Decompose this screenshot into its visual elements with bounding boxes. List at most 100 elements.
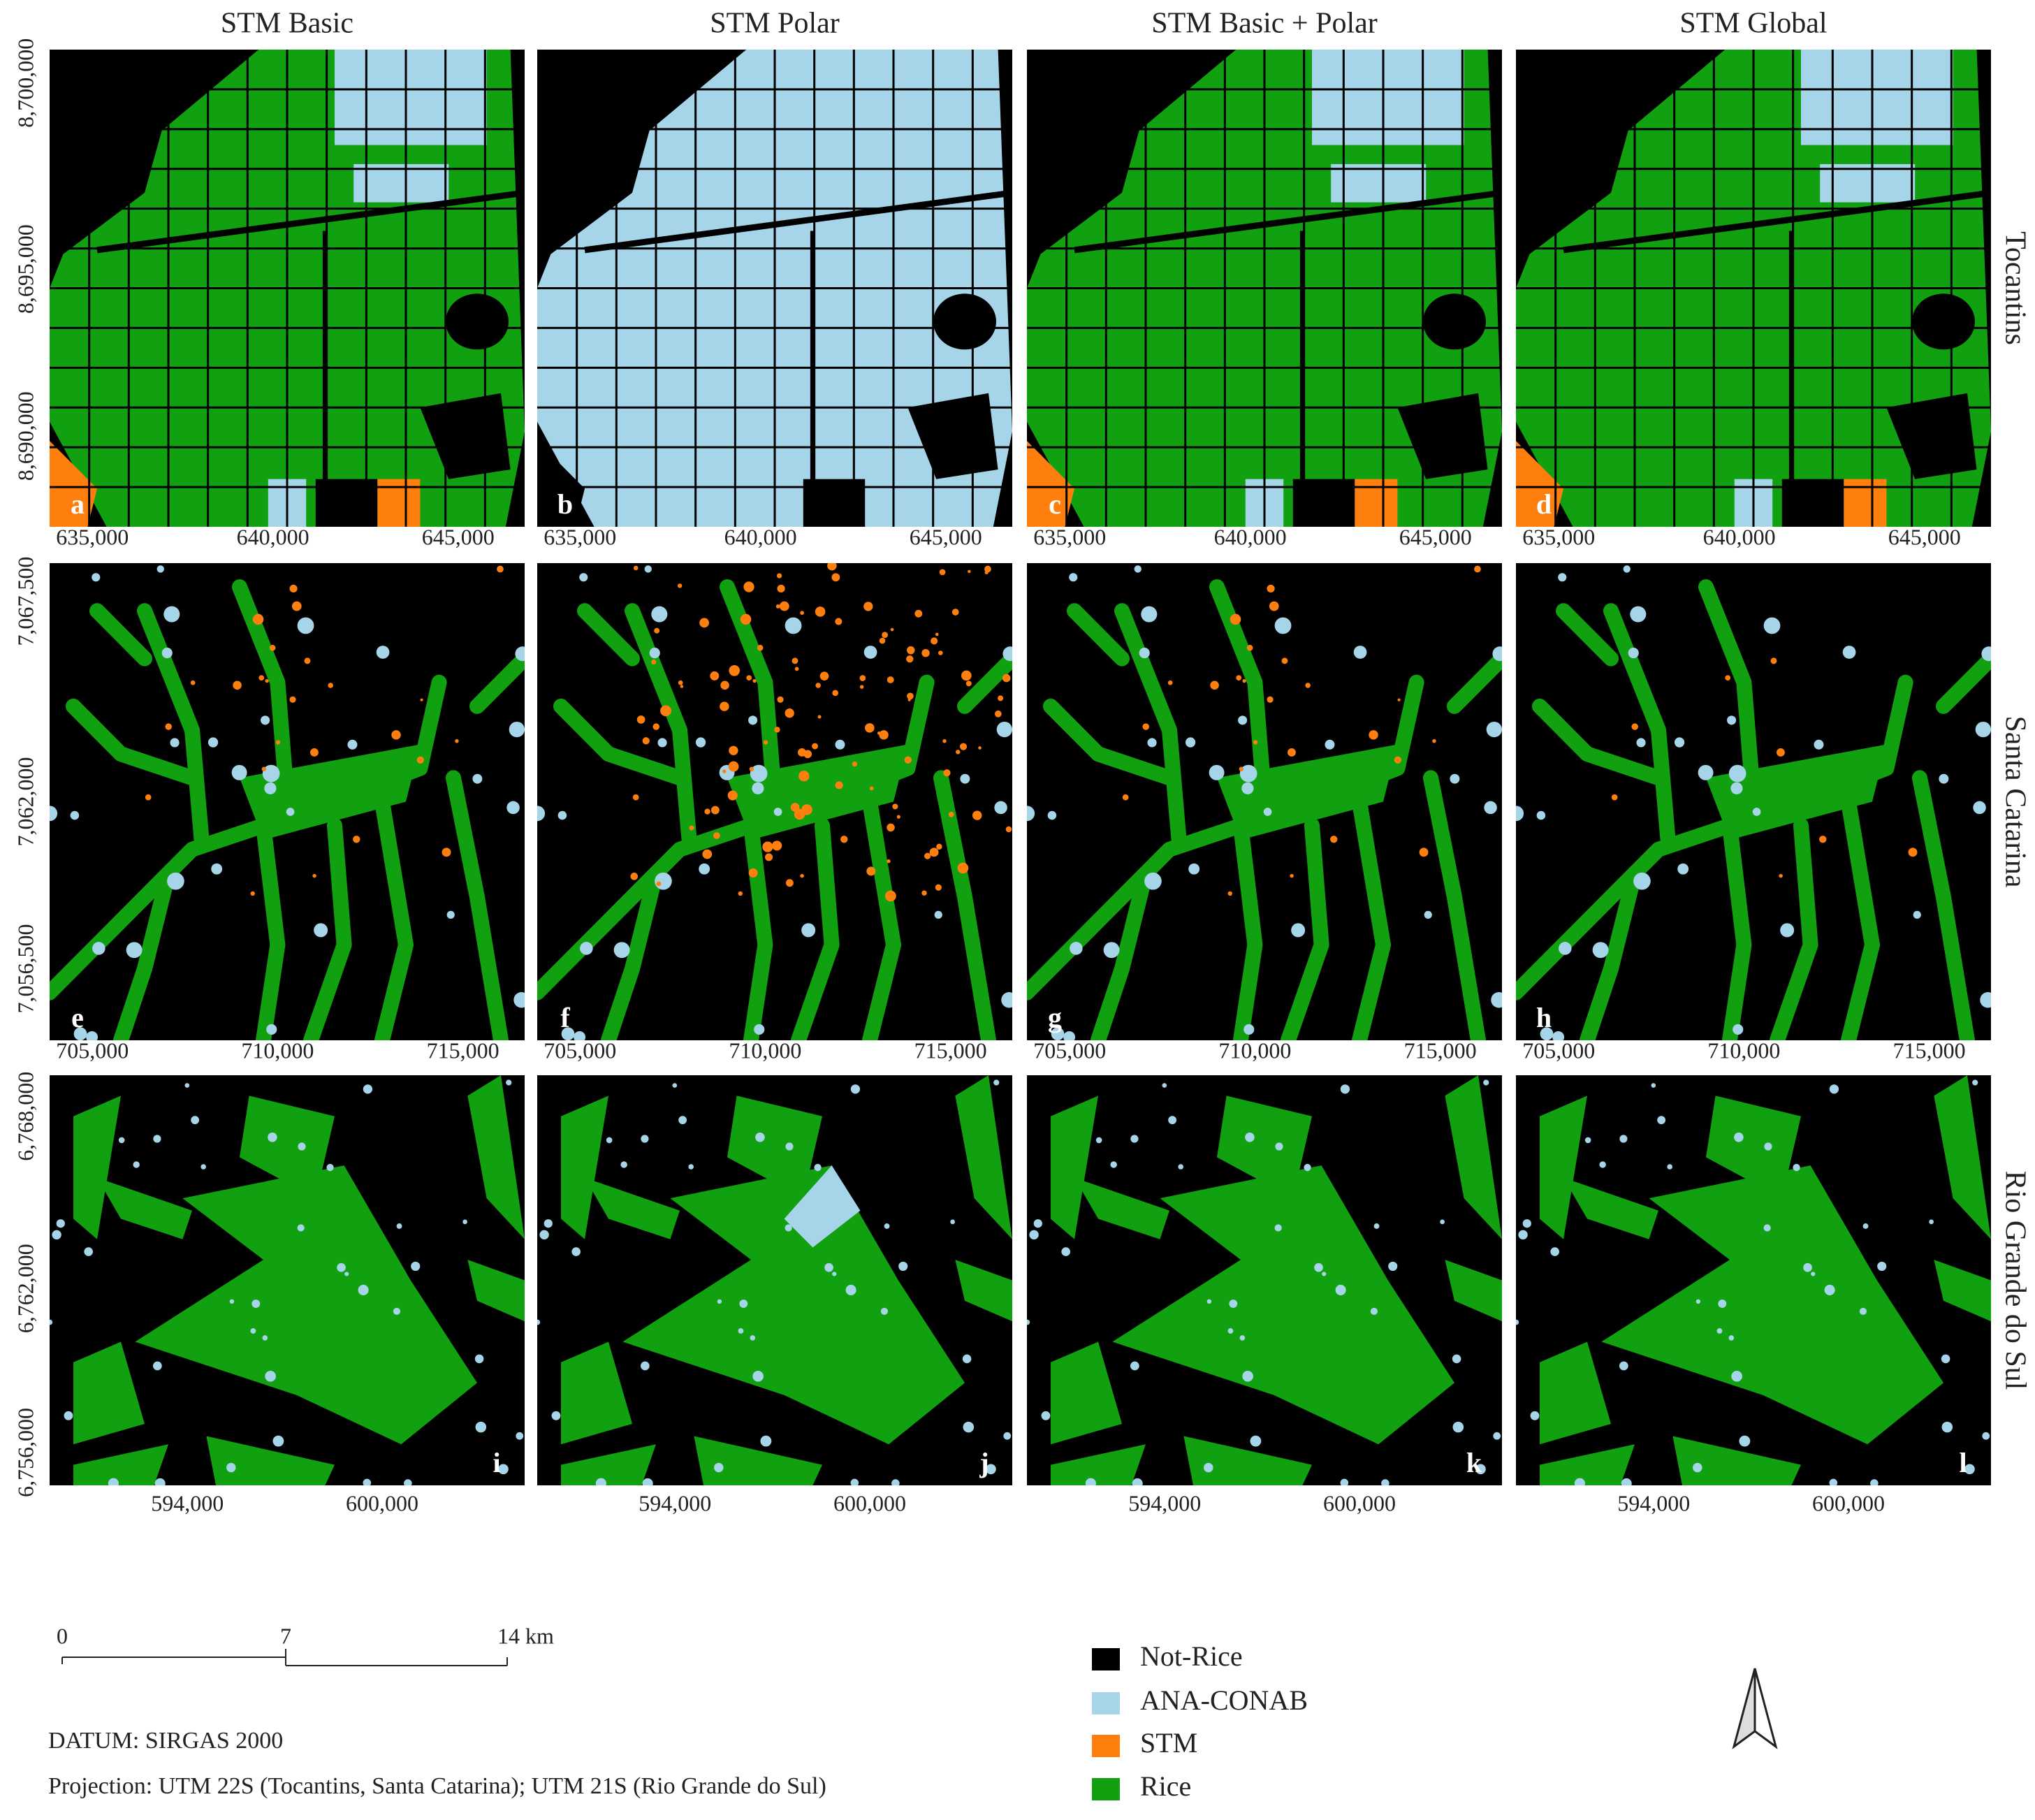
stm-area <box>892 803 898 810</box>
map-panel: i <box>50 1075 525 1485</box>
reference-area <box>898 1261 908 1271</box>
scale-label: 14 km <box>497 1623 554 1648</box>
map-panel: c <box>1027 50 1502 527</box>
reference-area <box>993 1079 1000 1086</box>
reference-area <box>649 648 660 659</box>
rice-area <box>561 1444 656 1485</box>
rice-area <box>1722 817 1752 1040</box>
reference-area <box>358 1284 369 1295</box>
reference-area <box>56 1219 65 1228</box>
reference-area <box>1209 764 1225 780</box>
reference-area <box>1559 942 1572 955</box>
stm-area <box>882 632 889 639</box>
stm-area <box>935 632 939 636</box>
reference-area <box>347 739 358 750</box>
reference-area <box>835 739 845 750</box>
map-layer <box>1516 1075 1991 1485</box>
stm-area <box>1819 836 1827 843</box>
stm-area <box>792 657 798 664</box>
reference-area <box>475 1421 487 1433</box>
stm-area <box>907 692 914 700</box>
water <box>420 393 511 479</box>
reference-area <box>1829 1084 1839 1094</box>
reference-area <box>363 1478 372 1485</box>
stm-area <box>1269 601 1279 611</box>
map-panel: k <box>1027 1075 1502 1485</box>
reference-area <box>344 1272 349 1276</box>
panel-letter: i <box>493 1447 500 1478</box>
reference-area <box>750 764 768 782</box>
stm-area <box>1242 678 1246 683</box>
stm-area <box>866 866 876 876</box>
reference-area <box>272 1435 284 1447</box>
reference-area <box>1558 573 1567 582</box>
stm-area <box>1611 794 1618 801</box>
stm-area <box>1005 826 1012 833</box>
reference-area <box>738 1328 744 1334</box>
reference-area <box>1475 1464 1486 1475</box>
lake <box>446 293 509 350</box>
reference-area <box>561 1027 575 1040</box>
x-tick-label: 715,000 <box>914 1038 987 1063</box>
x-tick-label: 594,000 <box>639 1490 711 1515</box>
reference-area <box>506 1079 512 1086</box>
reference-area <box>863 646 877 659</box>
rice-area <box>240 744 421 840</box>
reference-area <box>1424 910 1432 919</box>
reference-area <box>474 1354 484 1364</box>
reference-area <box>655 872 672 890</box>
stm-area <box>651 659 657 664</box>
reference-area <box>1168 1116 1177 1125</box>
stm-area <box>840 836 848 843</box>
reference-area <box>261 715 270 725</box>
reference-area <box>1027 806 1035 822</box>
stm-area <box>965 680 972 687</box>
reference-area <box>1238 715 1248 725</box>
rice-area <box>1423 770 1486 1040</box>
reference-area <box>1728 1335 1735 1341</box>
stm-area <box>497 565 504 573</box>
reference-area <box>620 1161 627 1168</box>
stm-area <box>803 750 812 759</box>
reference-area <box>1070 942 1083 955</box>
rice-area <box>113 865 176 1040</box>
rice-area <box>1603 603 1676 848</box>
rice-area <box>694 1436 822 1485</box>
reference-area <box>1206 1299 1212 1304</box>
reference-area <box>1312 50 1464 145</box>
scale-label: 0 <box>57 1623 68 1648</box>
rice-area <box>97 1177 192 1239</box>
reference-area <box>1452 1421 1464 1433</box>
rice-area <box>467 1075 525 1239</box>
stm-area <box>1330 836 1338 843</box>
reference-area <box>571 1247 581 1256</box>
reference-area <box>1592 942 1609 959</box>
reference-area <box>1493 1432 1501 1440</box>
stm-area <box>165 723 172 730</box>
reference-area <box>1621 1478 1632 1485</box>
reference-area <box>1085 1478 1097 1485</box>
stm-area <box>738 891 743 896</box>
rice-area <box>1112 1165 1454 1445</box>
reference-area <box>1139 648 1150 659</box>
stm-area <box>261 766 267 771</box>
reference-area <box>537 806 546 822</box>
datum: DATUM: SIRGAS 2000 <box>48 1728 283 1754</box>
x-tick-label: 594,000 <box>151 1490 224 1515</box>
stm-area <box>785 708 794 718</box>
stm-area <box>914 609 923 618</box>
stm-area <box>765 853 773 861</box>
reference-area <box>1388 1261 1398 1271</box>
reference-area <box>1870 1479 1879 1485</box>
stm-area <box>1394 756 1401 764</box>
reference-area <box>1651 1083 1656 1088</box>
field-block <box>315 479 378 527</box>
stm-area <box>289 584 298 593</box>
x-tick-label: 600,000 <box>1812 1490 1885 1515</box>
map-layer <box>537 50 1012 527</box>
stm-area <box>289 696 296 703</box>
reference-area <box>411 1261 421 1271</box>
reference-area <box>1657 1116 1666 1125</box>
stm-area <box>1227 891 1232 896</box>
reference-area <box>108 1478 119 1485</box>
